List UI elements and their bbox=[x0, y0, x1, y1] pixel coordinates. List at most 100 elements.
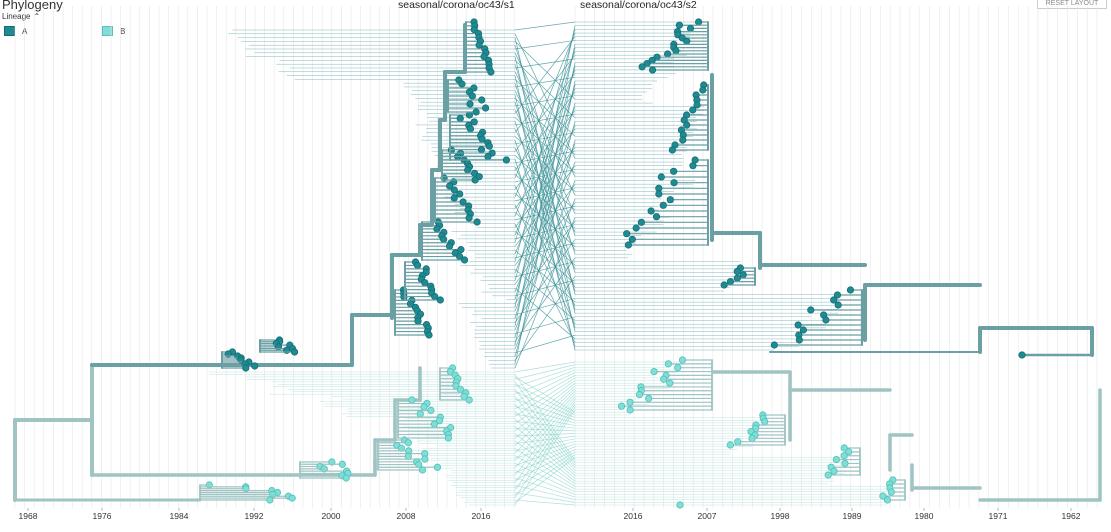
tip-node bbox=[458, 80, 466, 88]
time-axes: 1968 1976 1984 1992 2000 2008 2016 2016 2007 1998… bbox=[19, 508, 1081, 521]
tangle-line bbox=[514, 147, 576, 270]
tip-node bbox=[624, 241, 633, 249]
tip-node bbox=[833, 291, 842, 299]
tip-node bbox=[485, 142, 493, 150]
tip-node bbox=[466, 100, 474, 108]
tangle-line bbox=[514, 150, 576, 164]
tip-node bbox=[733, 267, 741, 275]
tangle-line bbox=[514, 180, 576, 331]
tangle-line bbox=[514, 446, 576, 474]
tangle-line bbox=[514, 462, 576, 493]
tangle-line bbox=[514, 45, 576, 236]
tangle-line bbox=[514, 334, 576, 354]
tangle-line bbox=[514, 398, 576, 421]
tangle-line bbox=[514, 71, 576, 196]
right-tree[interactable] bbox=[617, 18, 1102, 509]
tip-node bbox=[404, 439, 412, 447]
tangle-line bbox=[514, 147, 576, 228]
axis-tick-label: 2016 bbox=[472, 511, 491, 521]
tangle-line bbox=[514, 52, 576, 177]
tangle-line bbox=[514, 406, 576, 498]
left-tree[interactable] bbox=[13, 18, 510, 504]
tip-node bbox=[456, 114, 464, 123]
tip-node bbox=[465, 396, 473, 404]
tangle-line bbox=[514, 33, 576, 159]
tangle-line bbox=[514, 385, 576, 439]
tangle-line bbox=[514, 21, 576, 31]
tangle-line bbox=[514, 223, 576, 343]
tip-node bbox=[435, 417, 444, 425]
tangle-line bbox=[514, 212, 576, 266]
tip-node bbox=[623, 230, 631, 238]
tip-node bbox=[480, 53, 488, 61]
tangle-line bbox=[514, 169, 576, 183]
axis-tick-label: 2008 bbox=[397, 511, 416, 521]
tip-node bbox=[660, 375, 668, 383]
tangle-line bbox=[514, 398, 576, 476]
tip-node bbox=[468, 92, 476, 100]
tangle-line bbox=[514, 139, 576, 357]
tangle-line bbox=[514, 499, 576, 506]
color-by-toggle[interactable]: Lineage ⌃ bbox=[2, 12, 40, 21]
axis-tick-label: 2000 bbox=[322, 511, 341, 521]
tip-node bbox=[678, 356, 687, 364]
tip-node bbox=[694, 18, 703, 26]
tip-node bbox=[675, 21, 683, 29]
tip-node bbox=[733, 274, 741, 282]
tip-node bbox=[472, 108, 480, 116]
tip-node bbox=[464, 166, 472, 174]
tip-node bbox=[666, 379, 674, 387]
tip-node bbox=[470, 118, 478, 126]
tip-node bbox=[645, 394, 653, 403]
tangle-line bbox=[514, 220, 576, 304]
tangle-line bbox=[514, 90, 576, 214]
tip-node bbox=[290, 348, 299, 356]
tangle-line bbox=[514, 29, 576, 243]
tip-node bbox=[670, 167, 678, 175]
tangle-line bbox=[514, 66, 576, 281]
tangle-line bbox=[514, 276, 576, 361]
tangle-line bbox=[514, 132, 576, 145]
tip-node bbox=[433, 463, 442, 471]
tangle-line bbox=[514, 457, 576, 503]
tip-node bbox=[445, 242, 454, 250]
tip-node bbox=[251, 362, 259, 370]
tangle-line bbox=[514, 121, 576, 310]
tangle-line bbox=[514, 128, 576, 251]
tip-node bbox=[450, 186, 458, 194]
tangle-line bbox=[514, 390, 576, 454]
tip-node bbox=[266, 496, 274, 504]
axis-tick-label: 1962 bbox=[1062, 511, 1081, 521]
tangle-line bbox=[514, 44, 576, 327]
tip-node bbox=[450, 194, 458, 202]
tip-node bbox=[807, 306, 815, 314]
axis-tick-label: 1998 bbox=[771, 511, 790, 521]
reset-layout-button[interactable]: RESET LAYOUT bbox=[1037, 0, 1107, 9]
tangle-line bbox=[514, 88, 576, 236]
tip-node bbox=[421, 279, 429, 287]
tangle-line bbox=[514, 25, 576, 308]
legend-item-b[interactable]: B bbox=[102, 26, 125, 36]
tangle-line bbox=[514, 193, 576, 248]
tangle-line bbox=[514, 366, 576, 388]
tangle-line bbox=[514, 161, 576, 312]
tangle-line bbox=[514, 492, 576, 503]
tangle-line bbox=[514, 391, 576, 418]
tip-node bbox=[795, 336, 803, 344]
tip-node bbox=[689, 106, 697, 114]
tip-node bbox=[720, 281, 728, 289]
tangle-line bbox=[514, 435, 576, 444]
chevron-up-icon[interactable]: ⌃ bbox=[33, 12, 41, 21]
tip-node bbox=[459, 198, 467, 206]
tangle-line bbox=[514, 224, 576, 240]
tip-node bbox=[699, 86, 707, 94]
tangle-connectors bbox=[209, 21, 893, 506]
axis-tick-label: 2016 bbox=[624, 511, 643, 521]
tip-node bbox=[338, 460, 346, 468]
tangle-line bbox=[514, 165, 576, 247]
tip-node bbox=[726, 277, 735, 286]
tangle-line bbox=[514, 279, 576, 297]
tip-node bbox=[686, 24, 695, 32]
tangle-line bbox=[514, 95, 576, 107]
